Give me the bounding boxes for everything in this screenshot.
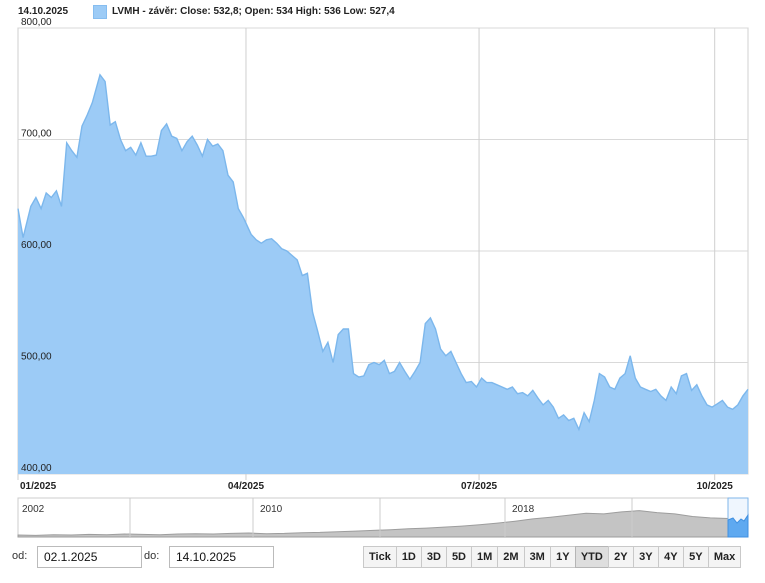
x-tick-label: 07/2025 — [461, 481, 498, 492]
price-area — [18, 74, 748, 475]
navigator[interactable]: 2002 2010 2018 — [17, 497, 749, 538]
range-button-1d[interactable]: 1D — [395, 546, 422, 568]
x-tick-label: 04/2025 — [228, 481, 265, 492]
range-button-3m[interactable]: 3M — [523, 546, 551, 568]
y-tick-label: 800,00 — [21, 17, 52, 28]
range-button-2y[interactable]: 2Y — [607, 546, 634, 568]
range-button-tick[interactable]: Tick — [363, 546, 397, 568]
range-button-5y[interactable]: 5Y — [682, 546, 709, 568]
navigator-label-2010: 2010 — [260, 504, 283, 515]
legend-swatch — [93, 5, 107, 19]
range-button-1m[interactable]: 1M — [471, 546, 499, 568]
x-axis: 01/2025 04/2025 07/2025 10/2025 — [20, 481, 733, 492]
chart-header: 14.10.2025 LVMH - závěr: Close: 532,8; O… — [0, 0, 765, 24]
navigator-label-2002: 2002 — [22, 504, 45, 515]
navigator-dividers — [129, 498, 633, 537]
to-date-input[interactable] — [169, 546, 274, 568]
x-tick-label: 01/2025 — [20, 481, 57, 492]
range-button-4y[interactable]: 4Y — [657, 546, 684, 568]
range-button-5d[interactable]: 5D — [445, 546, 472, 568]
legend-text: LVMH - závěr: Close: 532,8; Open: 534 Hi… — [112, 6, 395, 17]
range-button-max[interactable]: Max — [707, 546, 742, 568]
y-tick-label: 400,00 — [21, 463, 52, 474]
navigator-selected-area — [727, 513, 749, 538]
to-label: do: — [144, 550, 160, 562]
y-tick-label: 700,00 — [21, 129, 52, 140]
from-label: od: — [12, 550, 28, 562]
range-button-3d[interactable]: 3D — [420, 546, 447, 568]
price-line — [17, 73, 749, 432]
current-date: 14.10.2025 — [14, 6, 73, 17]
range-button-2m[interactable]: 2M — [497, 546, 525, 568]
from-date-input[interactable] — [37, 546, 142, 568]
navigator-label-2018: 2018 — [512, 504, 535, 515]
navigator-history-area — [17, 510, 729, 538]
y-tick-label: 500,00 — [21, 352, 52, 363]
x-tick-label: 10/2025 — [697, 481, 734, 492]
range-selector: Tick 1D 3D 5D 1M 2M 3M 1Y YTD 2Y 3Y 4Y 5Y Max — [363, 546, 742, 568]
range-button-ytd[interactable]: YTD — [574, 546, 609, 568]
y-tick-label: 600,00 — [21, 240, 52, 251]
y-axis: 400,00 500,00 600,00 700,00 800,00 — [21, 17, 52, 474]
range-button-1y[interactable]: 1Y — [549, 546, 576, 568]
range-button-3y[interactable]: 3Y — [632, 546, 659, 568]
